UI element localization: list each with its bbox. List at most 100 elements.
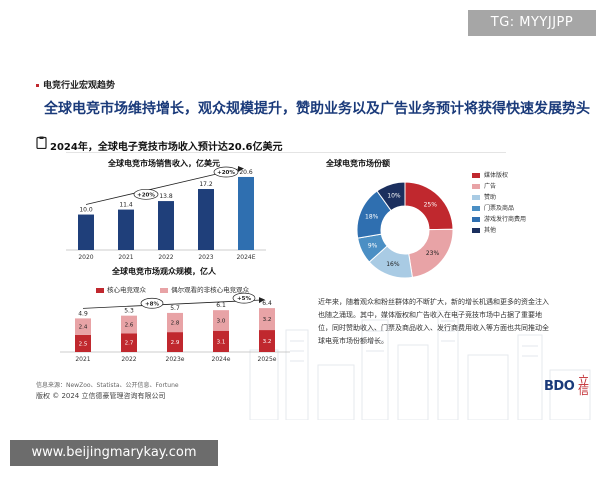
watermark-top: TG: MYYJJPP xyxy=(468,10,596,36)
tick-label: 2024E xyxy=(236,254,255,261)
chart2-title: 全球电竞市场观众规模，亿人 xyxy=(112,267,216,276)
audience-legend: 核心电竞观众 偶尔观看的非核心电竞观众 xyxy=(96,284,261,294)
slice-label: 9% xyxy=(368,243,378,250)
growth-bubble xyxy=(213,166,239,178)
growth-label: +20% xyxy=(217,170,235,176)
source-note: 信息来源：NewZoo、Statista、公开信息、Fortune xyxy=(36,382,179,389)
growth-label: +8% xyxy=(145,301,159,307)
tick-label: 2024e xyxy=(212,356,231,363)
clipboard-icon xyxy=(36,136,47,149)
growth-label: +20% xyxy=(137,192,155,198)
legend-label: 媒体版权 xyxy=(484,172,509,179)
legend-swatch xyxy=(472,184,480,189)
legend-label: 赞助 xyxy=(484,194,497,201)
legend-label-casual: 偶尔观看的非核心电竞观众 xyxy=(171,286,250,294)
donut-legend-item: 媒体版权 xyxy=(472,170,526,181)
trend-arrow xyxy=(82,299,260,309)
legend-label-core: 核心电竞观众 xyxy=(107,286,146,294)
donut-legend-item: 其他 xyxy=(472,225,526,236)
legend-label: 游戏发行商费用 xyxy=(484,216,527,223)
total-label: 6.1 xyxy=(216,302,226,309)
segment-label: 2.4 xyxy=(79,325,88,331)
bar xyxy=(78,214,94,250)
segment-label: 3.0 xyxy=(217,318,226,324)
market-share-donut-chart: 25% 23% 16% 9% 18% 10% xyxy=(356,181,454,279)
section-tag: 电竞行业宏观趋势 xyxy=(36,78,115,91)
tick-label: 2021 xyxy=(75,356,90,363)
city-skyline-illustration xyxy=(249,310,591,420)
legend-swatch xyxy=(472,173,480,178)
copyright-text: 版权 © 2024 立信德豪管理咨询有限公司 xyxy=(36,392,166,400)
bar xyxy=(198,189,214,250)
trend-arrowhead xyxy=(238,165,244,172)
legend-swatch-casual xyxy=(160,287,169,293)
donut-legend-item: 广告 xyxy=(472,181,526,192)
trend-arrow xyxy=(85,168,239,205)
legend-label: 门票及商品 xyxy=(484,205,515,212)
legend-item-core: 核心电竞观众 xyxy=(96,286,146,294)
slice-label: 16% xyxy=(386,261,400,268)
growth-label: +5% xyxy=(237,296,251,302)
trend-arrowhead xyxy=(259,297,265,304)
summary-paragraph: 近年来，随着观众和粉丝群体的不断扩大，新的增长机遇和更多的资金注入也随之涌现。其… xyxy=(318,298,549,345)
data-label: 20.6 xyxy=(239,169,253,176)
bar-segment xyxy=(121,333,137,352)
donut-slice xyxy=(376,181,406,212)
segment-label: 3.2 xyxy=(263,317,272,323)
donut-legend: 媒体版权广告赞助门票及商品游戏发行商费用 其他 xyxy=(472,170,526,236)
bar-segment xyxy=(75,318,91,335)
slice-label: 23% xyxy=(426,250,440,257)
slide: 电竞行业宏观趋势 全球电竞市场维持增长，观众规模提升，赞助业务以及广告业务预计将… xyxy=(0,52,600,436)
growth-bubble xyxy=(140,297,164,309)
segment-label: 2.9 xyxy=(171,340,180,346)
legend-swatch xyxy=(472,228,480,233)
segment-label: 2.6 xyxy=(125,323,134,329)
bdo-logo-mark: 立信 xyxy=(578,374,589,397)
total-label: 5.3 xyxy=(124,308,134,315)
growth-bubble xyxy=(133,188,159,200)
data-label: 10.0 xyxy=(79,207,93,214)
tick-label: 2022 xyxy=(121,356,136,363)
segment-label: 3.1 xyxy=(217,339,226,345)
revenue-bar-chart: 10.0 2020 11.4 2021 13.8 2022 17.2 2023 20.6 2024… xyxy=(66,165,266,261)
chart1-title: 全球电竞市场销售收入，亿美元 xyxy=(108,159,220,168)
bar-segment xyxy=(121,315,137,334)
legend-swatch-core xyxy=(96,287,104,293)
legend-label: 其他 xyxy=(484,227,497,234)
legend-swatch xyxy=(472,217,480,222)
tick-label: 2023 xyxy=(198,254,213,261)
tick-label: 2020 xyxy=(78,254,93,261)
legend-label: 广告 xyxy=(484,183,497,190)
section-label: 电竞行业宏观趋势 xyxy=(43,81,116,91)
total-label: 4.9 xyxy=(78,310,88,317)
bar xyxy=(238,176,254,250)
bar-segment xyxy=(75,334,91,352)
bar xyxy=(158,201,174,250)
segment-label: 2.7 xyxy=(125,341,134,347)
tick-label: 2025e xyxy=(258,356,277,363)
legend-swatch xyxy=(472,195,480,200)
bar-segment xyxy=(213,310,229,331)
segment-label: 2.5 xyxy=(79,341,88,347)
growth-bubble xyxy=(232,292,256,304)
bar-segment xyxy=(167,312,183,333)
tick-label: 2022 xyxy=(158,254,173,261)
donut-legend-item: 赞助 xyxy=(472,192,526,203)
divider xyxy=(66,152,506,153)
bdo-logo: BDO xyxy=(544,379,575,394)
slice-label: 10% xyxy=(387,193,401,200)
data-label: 17.2 xyxy=(199,181,213,188)
tick-label: 2023e xyxy=(166,356,185,363)
legend-item-casual: 偶尔观看的非核心电竞观众 xyxy=(160,286,249,294)
total-label: 6.4 xyxy=(262,300,272,307)
chart3-title: 全球电竞市场份额 xyxy=(326,159,390,168)
data-label: 13.8 xyxy=(159,193,173,200)
legend-swatch xyxy=(472,206,480,211)
bar-segment xyxy=(213,330,229,352)
bar-segment xyxy=(167,332,183,352)
total-label: 5.7 xyxy=(170,305,180,312)
donut-legend-item: 门票及商品 xyxy=(472,203,526,214)
audience-stacked-bar-chart: 2.5 2.4 4.9 2021 2.7 2.6 5.3 2022 2.9 2.8 5.7 2023e… xyxy=(60,292,290,363)
bar-segment xyxy=(259,330,275,352)
subhead: 2024年，全球电子竞技市场收入预计达20.6亿美元 xyxy=(50,142,283,153)
